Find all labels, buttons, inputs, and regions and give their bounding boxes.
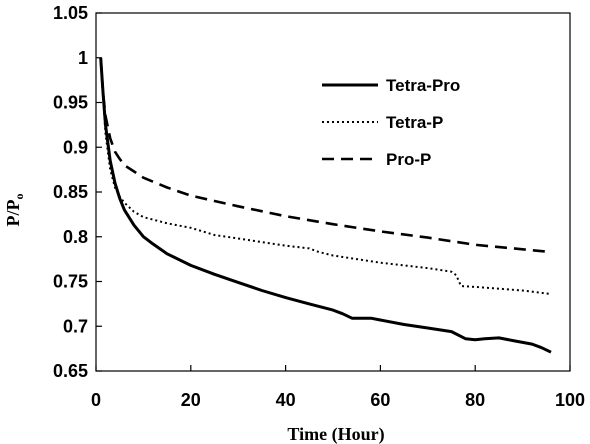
x-tick-label: 0	[91, 390, 101, 410]
y-tick-label: 0.9	[63, 137, 88, 157]
series-line-tetra-pro	[99, 57, 552, 354]
svg-text:P/Po: P/Po	[3, 194, 26, 227]
x-tick-label: 100	[555, 390, 585, 410]
y-tick-label: 0.65	[53, 361, 88, 381]
y-tick-label: 1	[78, 48, 88, 68]
x-tick-label: 80	[465, 390, 485, 410]
y-axis-ticks: 0.65 0.7 0.75 0.8 0.85 0.9 0.95 1 1.05	[53, 3, 102, 381]
y-axis-title: P/Po	[3, 194, 26, 227]
plot-area-border	[95, 12, 571, 372]
legend-label-pro-p: Pro-P	[386, 150, 431, 169]
series-line-pro-p	[99, 57, 552, 254]
y-axis-title-subscript: o	[12, 194, 26, 200]
x-tick-label: 40	[276, 390, 296, 410]
y-axis-title-base: P/P	[3, 200, 23, 227]
series-line-tetra-p	[99, 57, 552, 295]
x-axis-ticks: 0 20 40 60 80 100	[91, 365, 585, 410]
x-axis-title: Time (Hour)	[287, 424, 384, 444]
legend-label-tetra-pro: Tetra-Pro	[386, 76, 460, 95]
plot-frame	[95, 12, 571, 372]
legend-label-tetra-p: Tetra-P	[386, 113, 443, 132]
y-tick-label: 0.8	[63, 227, 88, 247]
series-layer	[99, 57, 552, 354]
y-tick-label: 0.75	[53, 272, 88, 292]
x-tick-label: 60	[370, 390, 390, 410]
y-tick-label: 0.7	[63, 316, 88, 336]
y-tick-label: 0.95	[53, 93, 88, 113]
y-tick-label: 1.05	[53, 3, 88, 23]
y-tick-label: 0.85	[53, 182, 88, 202]
x-tick-label: 20	[181, 390, 201, 410]
legend: Tetra-Pro Tetra-P Pro-P	[322, 76, 460, 169]
